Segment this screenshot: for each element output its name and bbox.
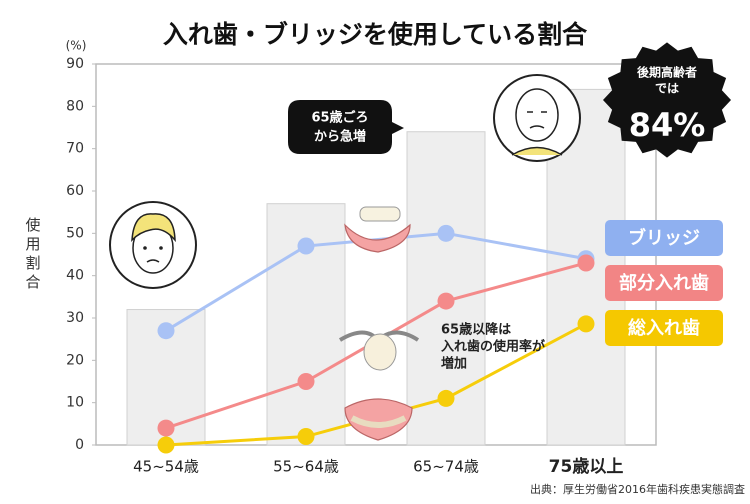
x-tick-label: 55~64歳 — [273, 458, 339, 476]
series-point — [577, 254, 595, 272]
y-tick-label: 90 — [66, 56, 84, 72]
note-text: 入れ歯の使用率が — [441, 339, 545, 355]
legend-item: ブリッジ — [605, 220, 723, 256]
y-tick-label: 50 — [66, 225, 84, 241]
bubble-text: から急増 — [314, 129, 366, 145]
series-point — [437, 292, 455, 310]
series-point — [297, 237, 315, 255]
series-point — [437, 224, 455, 242]
legend-item: 部分入れ歯 — [605, 265, 723, 301]
note-text: 増加 — [441, 356, 467, 372]
elder-face-icon — [493, 74, 581, 162]
legend-box — [605, 265, 723, 301]
badge-value: 84% — [629, 106, 706, 144]
y-tick-label: 10 — [66, 395, 84, 411]
legend-label: 部分入れ歯 — [619, 272, 709, 294]
legend-box — [605, 310, 723, 346]
legend-label: 総入れ歯 — [628, 317, 700, 339]
badge-text: では — [655, 82, 679, 96]
y-tick-label: 60 — [66, 183, 84, 199]
series-point — [157, 419, 175, 437]
legend-item: 総入れ歯 — [605, 310, 723, 346]
series-point — [297, 373, 315, 390]
young-face-icon — [109, 201, 197, 289]
y-tick-label: 70 — [66, 141, 84, 157]
badge-text: 後期高齢者 — [637, 65, 697, 80]
y-axis-label: 使用割合 — [24, 217, 42, 293]
y-tick-label: 40 — [66, 268, 84, 284]
denture-illustrations — [338, 206, 420, 441]
series-point — [437, 389, 455, 407]
y-tick-label: 80 — [66, 98, 84, 114]
source: 出典：厚生労働省2016年歯科疾患実態調査 — [530, 482, 745, 496]
series-point — [157, 436, 175, 454]
series-point — [577, 315, 595, 333]
x-tick-label: 75歳以上 — [549, 456, 624, 477]
y-unit: (%) — [66, 39, 87, 53]
y-tick-label: 30 — [66, 310, 84, 326]
badge-shape — [603, 42, 731, 158]
bubble-shape — [288, 100, 404, 154]
bubble-text: 65歳ごろ — [311, 110, 368, 126]
x-tick-label: 65~74歳 — [413, 458, 479, 476]
legend-box — [605, 220, 723, 256]
series-point — [157, 322, 175, 340]
y-tick-label: 0 — [75, 437, 84, 453]
chart-title: 入れ歯・ブリッジを使用している割合 — [163, 20, 588, 49]
plot-layer: 0 10 20 30 40 50 60 70 80 90 45~54歳 55~64歳 65~74歳 75歳… — [66, 56, 657, 477]
y-tick-label: 20 — [66, 352, 84, 368]
legend-label: ブリッジ — [628, 227, 700, 249]
series-point — [297, 428, 315, 446]
note-text: 65歳以降は — [441, 322, 511, 338]
x-tick-label: 45~54歳 — [133, 458, 199, 476]
